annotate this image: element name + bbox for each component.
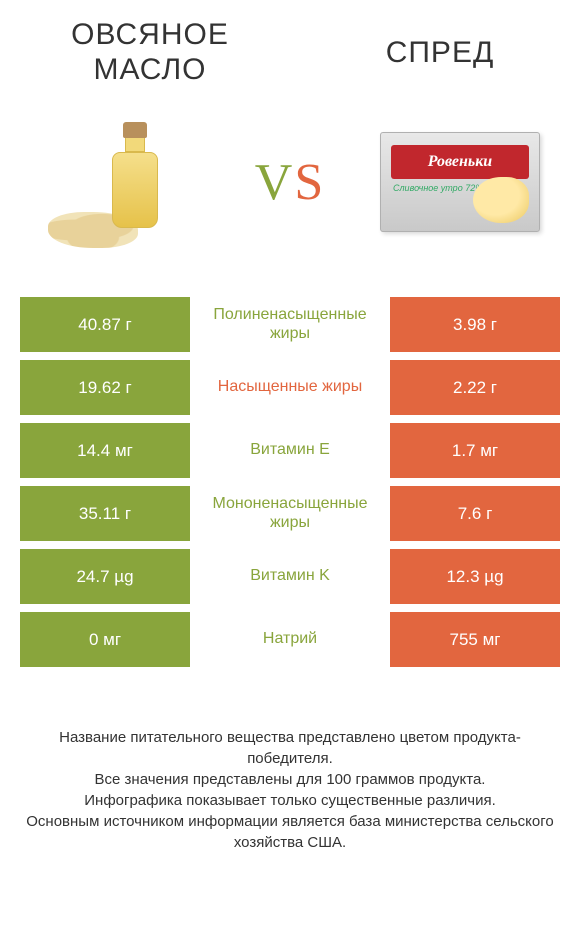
nutrient-label: Мононенасыщенные жиры [190, 486, 390, 541]
table-row: 19.62 гНасыщенные жиры2.22 г [20, 360, 560, 415]
footnote-line: Название питательного вещества представл… [20, 727, 560, 769]
images-row: VS Ровеньки Сливочное утро 72% [0, 87, 580, 267]
value-right: 3.98 г [390, 297, 560, 352]
value-left: 14.4 мг [20, 423, 190, 478]
header: ОВСЯНОЕ МАСЛО СПРЕД [0, 0, 580, 87]
nutrient-label: Витамин E [190, 423, 390, 478]
product-right-image: Ровеньки Сливочное утро 72% [380, 112, 540, 252]
table-row: 40.87 гПолиненасыщенные жиры3.98 г [20, 297, 560, 352]
nutrient-label: Витамин K [190, 549, 390, 604]
comparison-table: 40.87 гПолиненасыщенные жиры3.98 г 19.62 … [20, 297, 560, 667]
value-right: 7.6 г [390, 486, 560, 541]
footnote: Название питательного вещества представл… [20, 727, 560, 853]
value-right: 1.7 мг [390, 423, 560, 478]
table-row: 35.11 гМононенасыщенные жиры7.6 г [20, 486, 560, 541]
footnote-line: Инфографика показывает только существенн… [20, 790, 560, 811]
spread-package-icon: Ровеньки Сливочное утро 72% [380, 132, 540, 232]
spread-brand: Ровеньки [428, 153, 492, 171]
footnote-line: Основным источником информации является … [20, 811, 560, 853]
product-left-image [40, 112, 200, 252]
table-row: 14.4 мгВитамин E1.7 мг [20, 423, 560, 478]
table-row: 0 мгНатрий755 мг [20, 612, 560, 667]
footnote-line: Все значения представлены для 100 граммо… [20, 769, 560, 790]
oil-bottle-icon [110, 122, 160, 232]
value-left: 19.62 г [20, 360, 190, 415]
nutrient-label: Натрий [190, 612, 390, 667]
value-right: 755 мг [390, 612, 560, 667]
product-left-title: ОВСЯНОЕ МАСЛО [40, 18, 260, 87]
product-right-title: СПРЕД [340, 36, 540, 87]
value-right: 2.22 г [390, 360, 560, 415]
vs-v: V [255, 154, 295, 211]
table-row: 24.7 µgВитамин K12.3 µg [20, 549, 560, 604]
vs-label: VS [255, 153, 325, 212]
nutrient-label: Насыщенные жиры [190, 360, 390, 415]
nutrient-label: Полиненасыщенные жиры [190, 297, 390, 352]
spread-subtitle: Сливочное утро 72% [393, 183, 483, 193]
vs-s: S [294, 154, 325, 211]
value-left: 35.11 г [20, 486, 190, 541]
value-left: 40.87 г [20, 297, 190, 352]
value-left: 0 мг [20, 612, 190, 667]
value-left: 24.7 µg [20, 549, 190, 604]
value-right: 12.3 µg [390, 549, 560, 604]
butter-icon [473, 177, 529, 223]
